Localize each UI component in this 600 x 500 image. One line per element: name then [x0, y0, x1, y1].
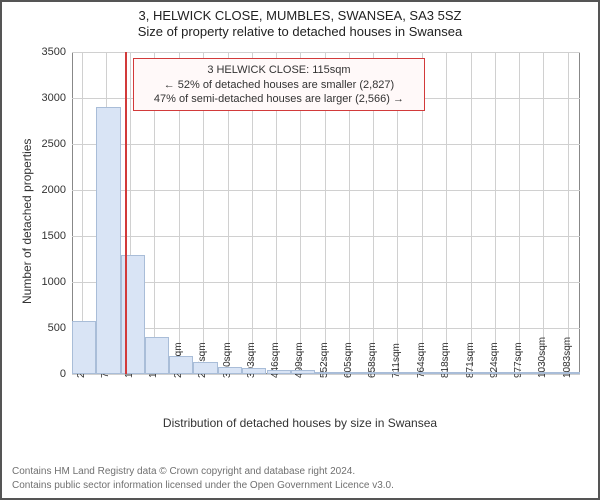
gridline-v — [543, 52, 544, 374]
footer-line1: Contains HM Land Registry data © Crown c… — [12, 465, 394, 479]
gridline-v — [446, 52, 447, 374]
highlight-line — [125, 52, 127, 374]
annotation-line: 3 HELWICK CLOSE: 115sqm — [142, 63, 416, 77]
histogram-bar — [315, 372, 339, 374]
y-tick-label: 500 — [48, 322, 72, 334]
x-axis-label: Distribution of detached houses by size … — [2, 416, 598, 430]
y-tick-label: 1500 — [42, 230, 72, 242]
page: 3, HELWICK CLOSE, MUMBLES, SWANSEA, SA3 … — [0, 0, 600, 500]
gridline-h — [72, 144, 580, 145]
histogram-bar — [72, 321, 96, 374]
histogram-bar — [339, 372, 363, 374]
y-tick-label: 3000 — [42, 92, 72, 104]
title-address: 3, HELWICK CLOSE, MUMBLES, SWANSEA, SA3 … — [2, 8, 598, 24]
y-axis-label: Number of detached properties — [20, 138, 34, 303]
gridline-h — [72, 282, 580, 283]
gridline-v — [495, 52, 496, 374]
gridline-h — [72, 328, 580, 329]
histogram-bar — [388, 372, 412, 374]
histogram-bar — [485, 372, 509, 374]
y-tick-label: 0 — [60, 368, 72, 380]
gridline-h — [72, 190, 580, 191]
histogram-bar — [461, 372, 485, 374]
footer: Contains HM Land Registry data © Crown c… — [12, 465, 394, 492]
gridline-v — [568, 52, 569, 374]
gridline-v — [519, 52, 520, 374]
annotation-line: 47% of semi-detached houses are larger (… — [142, 92, 416, 106]
histogram-bar — [510, 372, 534, 374]
y-tick-label: 1000 — [42, 276, 72, 288]
histogram-bar — [218, 367, 242, 374]
annotation-line: ← 52% of detached houses are smaller (2,… — [142, 78, 416, 92]
y-tick-label: 2500 — [42, 138, 72, 150]
histogram-bar — [145, 337, 169, 374]
annotation-box: 3 HELWICK CLOSE: 115sqm← 52% of detached… — [133, 58, 425, 111]
gridline-v — [471, 52, 472, 374]
plot-border — [579, 52, 580, 374]
y-tick-label: 2000 — [42, 184, 72, 196]
gridline-h — [72, 52, 580, 53]
histogram-bar — [558, 372, 580, 374]
gridline-h — [72, 236, 580, 237]
plot-area: 050010001500200025003000350021sqm74sqm12… — [72, 52, 580, 374]
y-tick-label: 3500 — [42, 46, 72, 58]
histogram-bar — [534, 372, 558, 374]
histogram-bar — [364, 372, 388, 374]
histogram-bar — [291, 370, 315, 374]
footer-line2: Contains public sector information licen… — [12, 479, 394, 493]
histogram-bar — [169, 356, 193, 374]
histogram-bar — [412, 372, 436, 374]
histogram-bar — [436, 372, 461, 374]
histogram-bar — [96, 107, 120, 374]
histogram-bar — [242, 368, 266, 374]
histogram-bar — [193, 362, 218, 374]
titles: 3, HELWICK CLOSE, MUMBLES, SWANSEA, SA3 … — [2, 2, 598, 41]
chart: Number of detached properties 0500100015… — [2, 44, 598, 436]
title-sub: Size of property relative to detached ho… — [2, 24, 598, 40]
histogram-bar — [267, 370, 291, 374]
